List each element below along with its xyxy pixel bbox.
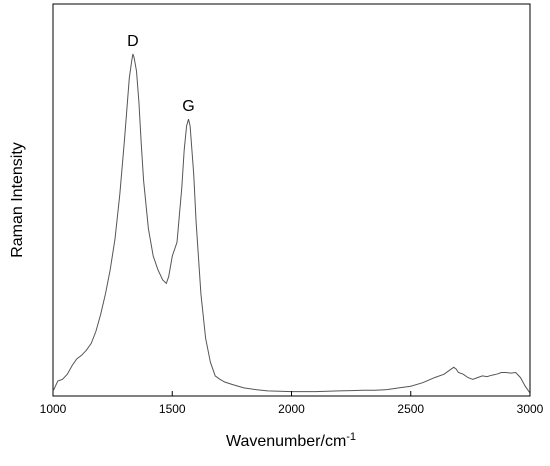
raman-spectrum-line (52, 53, 531, 394)
peak-annotations: DG (127, 33, 195, 115)
y-axis-label: Raman Intensity (9, 142, 26, 258)
x-tick-label: 2500 (397, 402, 424, 416)
x-axis-ticks: 1000 1500 2000 2500 3000 (40, 391, 544, 416)
plot-frame (52, 3, 531, 397)
peak-label-d: D (127, 33, 139, 50)
x-axis-label: Wavenumber/cm-1 (226, 431, 356, 450)
x-tick-label: 1500 (159, 402, 186, 416)
x-tick-label: 3000 (517, 402, 544, 416)
x-tick-label: 2000 (278, 402, 305, 416)
x-axis-label-superscript: -1 (346, 431, 356, 443)
x-tick-label: 1000 (40, 402, 67, 416)
peak-label-g: G (182, 98, 194, 115)
